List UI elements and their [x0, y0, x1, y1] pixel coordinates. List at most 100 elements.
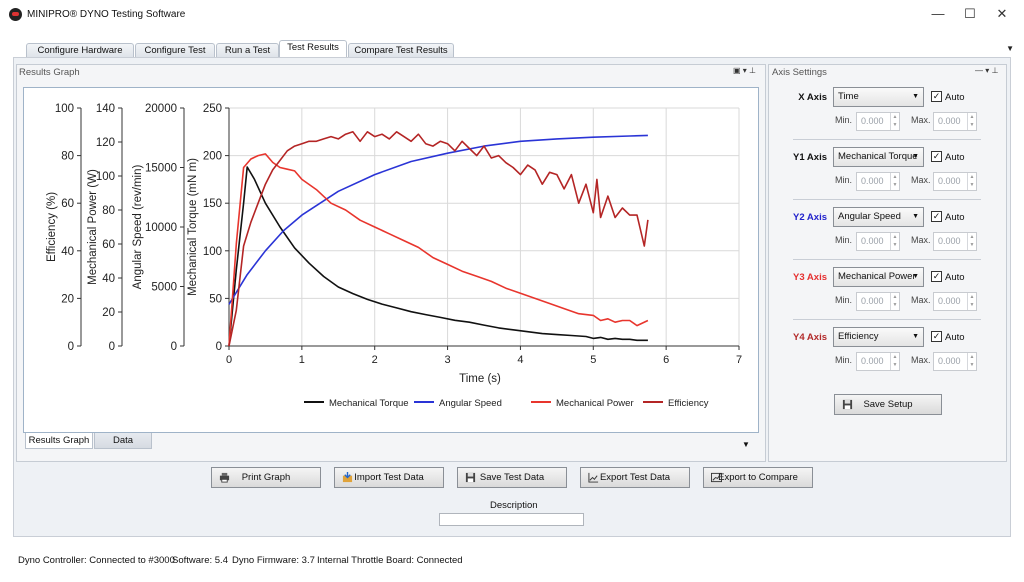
- y4-axis-select-value: Efficiency: [838, 331, 879, 342]
- tab-configure-test[interactable]: Configure Test: [135, 43, 215, 58]
- y2-tick-label: 5000: [151, 282, 177, 294]
- y3-axis-label: Mechanical Power (W): [87, 169, 99, 285]
- export-test-data-label: Export Test Data: [599, 472, 671, 483]
- y2-tick-label: 15000: [145, 163, 177, 175]
- description-input[interactable]: [439, 513, 584, 526]
- y2-axis-auto-checkbox[interactable]: ✓: [931, 211, 942, 222]
- y1-axis-max-label: Max.: [911, 175, 931, 185]
- print-graph-button[interactable]: Print Graph: [211, 467, 321, 488]
- y3-axis-select[interactable]: Mechanical Power ▼: [833, 267, 924, 287]
- spinner-icon[interactable]: ▲ ▼: [967, 233, 976, 250]
- panel-options-icon[interactable]: ▣ ▾ ⊥: [733, 66, 756, 75]
- axis-row-divider: [793, 139, 981, 140]
- export-to-compare-button[interactable]: Export to Compare: [703, 467, 813, 488]
- x-tick-label: 1: [299, 354, 305, 366]
- x-tick-label: 5: [590, 354, 596, 366]
- y1-axis-auto-checkbox[interactable]: ✓: [931, 151, 942, 162]
- axis-row-divider: [793, 319, 981, 320]
- tab-data[interactable]: Data: [94, 433, 152, 449]
- import-test-data-button[interactable]: Import Test Data: [334, 467, 444, 488]
- y3-axis-label: Y3 Axis: [793, 272, 827, 283]
- y4-axis-max-input[interactable]: 0.000 ▲ ▼: [933, 352, 977, 371]
- export-test-data-button[interactable]: Export Test Data: [580, 467, 690, 488]
- y3-axis-auto-label: Auto: [945, 272, 965, 283]
- x-axis-min-label: Min.: [835, 115, 853, 125]
- y2-axis-select[interactable]: Angular Speed ▼: [833, 207, 924, 227]
- series-line-efficiency: [228, 130, 649, 347]
- y4-axis-select[interactable]: Efficiency ▼: [833, 327, 924, 347]
- series-line-mechanical-power: [228, 153, 649, 347]
- y4-axis-max-label: Max.: [911, 355, 931, 365]
- x-axis-select[interactable]: Time ▼: [833, 87, 924, 107]
- series-line-mechanical-torque: [228, 166, 648, 347]
- tab-results-graph[interactable]: Results Graph: [25, 433, 93, 449]
- y3-axis-min-input[interactable]: 0.000 ▲ ▼: [856, 292, 900, 311]
- spinner-icon[interactable]: ▲ ▼: [967, 173, 976, 190]
- y3-tick-label: 40: [102, 273, 115, 285]
- spinner-icon[interactable]: ▲ ▼: [890, 353, 899, 370]
- y2-tick-label: 20000: [145, 103, 177, 115]
- y3-axis-min-value: 0.000: [861, 296, 884, 306]
- compare-chart-icon: [711, 472, 722, 483]
- y4-axis-min-input[interactable]: 0.000 ▲ ▼: [856, 352, 900, 371]
- close-button[interactable]: ✕: [996, 6, 1008, 21]
- y3-tick-label: 60: [102, 239, 115, 251]
- spinner-icon[interactable]: ▲ ▼: [890, 113, 899, 130]
- tab-overflow-icon[interactable]: ▼: [1006, 44, 1014, 53]
- y4-tick-label: 60: [61, 198, 74, 210]
- y3-axis-auto-checkbox[interactable]: ✓: [931, 271, 942, 282]
- x-tick-label: 6: [663, 354, 669, 366]
- results-dropdown-icon[interactable]: ▼: [742, 440, 750, 449]
- y3-axis-max-input[interactable]: 0.000 ▲ ▼: [933, 292, 977, 311]
- y1-axis-select[interactable]: Mechanical Torque ▼: [833, 147, 924, 167]
- axis-panel-options-icon[interactable]: — ▾ ⊥: [975, 66, 999, 75]
- spinner-icon[interactable]: ▲ ▼: [890, 173, 899, 190]
- x-axis-select-value: Time: [838, 91, 859, 102]
- y1-axis-min-value: 0.000: [861, 176, 884, 186]
- printer-icon: [219, 472, 230, 483]
- y2-axis-min-input[interactable]: 0.000 ▲ ▼: [856, 232, 900, 251]
- x-axis-max-value: 0.000: [938, 116, 961, 126]
- spinner-icon[interactable]: ▲ ▼: [890, 293, 899, 310]
- x-axis-min-value: 0.000: [861, 116, 884, 126]
- spinner-icon[interactable]: ▲ ▼: [967, 113, 976, 130]
- y2-axis-max-input[interactable]: 0.000 ▲ ▼: [933, 232, 977, 251]
- spinner-icon[interactable]: ▲ ▼: [967, 293, 976, 310]
- x-axis-max-label: Max.: [911, 115, 931, 125]
- app-logo-icon: [9, 8, 22, 21]
- x-axis-label: Time (s): [459, 373, 501, 385]
- maximize-button[interactable]: ☐: [964, 6, 976, 21]
- minimize-button[interactable]: —: [931, 6, 945, 21]
- spinner-icon[interactable]: ▲ ▼: [890, 233, 899, 250]
- chevron-down-icon: ▼: [912, 273, 919, 280]
- save-test-data-button[interactable]: Save Test Data: [457, 467, 567, 488]
- tab-configure-hardware[interactable]: Configure Hardware: [26, 43, 134, 58]
- y4-tick-label: 80: [61, 151, 74, 163]
- y1-axis-min-input[interactable]: 0.000 ▲ ▼: [856, 172, 900, 191]
- spinner-icon[interactable]: ▲ ▼: [967, 353, 976, 370]
- y4-axis-min-value: 0.000: [861, 356, 884, 366]
- y4-tick-label: 20: [61, 293, 74, 305]
- y4-axis-auto-checkbox[interactable]: ✓: [931, 331, 942, 342]
- x-axis-min-input[interactable]: 0.000 ▲ ▼: [856, 112, 900, 131]
- import-icon: [342, 472, 353, 483]
- tab-compare-test-results[interactable]: Compare Test Results: [348, 43, 454, 58]
- axis-row-divider: [793, 199, 981, 200]
- y2-axis-max-label: Max.: [911, 235, 931, 245]
- floppy-disk-icon: [465, 472, 476, 483]
- x-axis-max-input[interactable]: 0.000 ▲ ▼: [933, 112, 977, 131]
- save-setup-button[interactable]: Save Setup: [834, 394, 942, 415]
- tab-test-results[interactable]: Test Results: [279, 40, 347, 58]
- y1-axis-max-input[interactable]: 0.000 ▲ ▼: [933, 172, 977, 191]
- y4-tick-label: 100: [55, 103, 74, 115]
- y1-axis-select-value: Mechanical Torque: [838, 151, 918, 162]
- x-tick-label: 3: [445, 354, 451, 366]
- y3-axis-max-label: Max.: [911, 295, 931, 305]
- y3-tick-label: 120: [96, 137, 115, 149]
- x-axis-auto-checkbox[interactable]: ✓: [931, 91, 942, 102]
- y2-axis-select-value: Angular Speed: [838, 211, 901, 222]
- chevron-down-icon: ▼: [912, 153, 919, 160]
- tab-run-a-test[interactable]: Run a Test: [216, 43, 279, 58]
- import-test-data-label: Import Test Data: [354, 472, 424, 483]
- y2-axis-auto-label: Auto: [945, 212, 965, 223]
